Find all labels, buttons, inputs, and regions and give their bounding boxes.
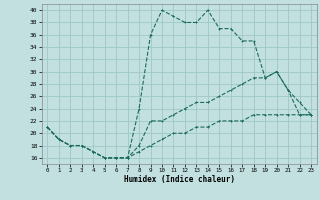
X-axis label: Humidex (Indice chaleur): Humidex (Indice chaleur) <box>124 175 235 184</box>
